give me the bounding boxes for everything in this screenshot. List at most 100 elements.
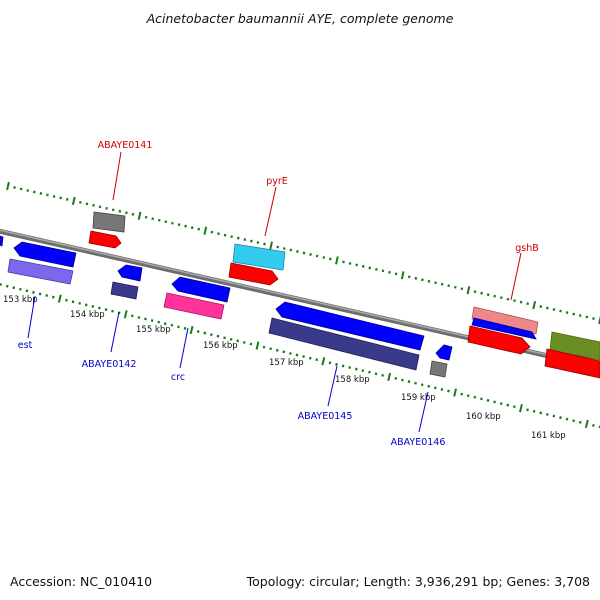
inner-minor-tick <box>19 287 22 291</box>
outer-minor-tick <box>375 267 378 271</box>
outer-major-tick <box>598 315 600 325</box>
inner-minor-tick <box>526 408 529 412</box>
inner-minor-tick <box>565 417 569 421</box>
inner-minor-tick <box>98 306 101 310</box>
outer-minor-tick <box>407 275 411 279</box>
inner-minor-tick <box>38 292 42 296</box>
outer-minor-tick <box>368 266 372 270</box>
outer-major-tick <box>335 256 339 265</box>
inner-minor-tick <box>381 373 384 377</box>
inner-minor-tick <box>335 362 338 366</box>
inner-minor-tick <box>25 289 29 293</box>
cog-feature-abaye0141[interactable] <box>92 211 126 233</box>
outer-minor-tick <box>500 296 503 300</box>
outer-minor-tick <box>342 260 345 264</box>
tick-label-159: 159 kbp <box>401 393 436 403</box>
cds-arrow-abaye0142[interactable] <box>117 264 143 282</box>
inner-minor-tick <box>295 353 299 357</box>
cog-feature-abaye0146[interactable] <box>429 360 448 378</box>
outer-minor-tick <box>565 311 569 314</box>
outer-minor-tick <box>19 187 23 191</box>
map-title: Acinetobacter baumannii AYE, complete ge… <box>146 11 454 26</box>
cds-arrow-crc[interactable] <box>171 276 231 303</box>
inner-minor-tick <box>78 301 81 305</box>
tick-label-161: 161 kbp <box>531 431 566 441</box>
outer-minor-tick <box>157 218 161 222</box>
outer-minor-tick <box>394 272 398 276</box>
outer-minor-tick <box>328 257 332 261</box>
gene-label-abaye0142[interactable]: ABAYE0142 <box>82 359 137 370</box>
outer-minor-tick <box>223 233 227 237</box>
inner-minor-tick <box>45 294 49 297</box>
tick-label-160: 160 kbp <box>466 412 501 422</box>
inner-minor-tick <box>157 320 161 324</box>
outer-minor-tick <box>118 209 122 213</box>
outer-minor-tick <box>322 256 326 259</box>
cds-arrow-left-edge[interactable] <box>0 235 4 247</box>
outer-minor-tick <box>190 226 194 230</box>
leader-abaye0145 <box>327 365 338 407</box>
outer-minor-tick <box>552 308 556 311</box>
inner-minor-tick <box>289 352 292 355</box>
inner-minor-tick <box>71 300 75 304</box>
gene-label-abaye0145[interactable]: ABAYE0145 <box>298 411 353 422</box>
leader-crc <box>179 327 189 369</box>
inner-major-tick <box>255 341 260 350</box>
outer-minor-tick <box>315 254 319 258</box>
cog-feature-olive[interactable] <box>549 331 600 361</box>
cds-arrow-pyre[interactable] <box>228 262 279 286</box>
outer-minor-tick <box>473 290 477 294</box>
outer-major-tick <box>137 211 142 220</box>
cds-arrow-abaye0141[interactable] <box>88 230 122 249</box>
inner-minor-tick <box>480 397 483 401</box>
tick-label-158: 158 kbp <box>335 375 370 385</box>
inner-minor-tick <box>223 336 226 340</box>
inner-major-tick <box>189 325 194 335</box>
outer-minor-tick <box>105 206 108 210</box>
outer-major-tick <box>532 300 537 310</box>
outer-minor-tick <box>59 196 62 200</box>
leader-abaye0142 <box>110 311 120 353</box>
gene-label-gshb[interactable]: gshB <box>515 243 539 254</box>
inner-minor-tick <box>236 339 240 343</box>
outer-minor-tick <box>513 299 516 303</box>
cds-arrow-right-edge[interactable] <box>544 348 600 379</box>
inner-minor-tick <box>572 419 575 423</box>
inner-minor-tick <box>104 308 108 312</box>
gene-label-est[interactable]: est <box>18 340 33 351</box>
inner-minor-tick <box>394 377 398 380</box>
inner-major-tick <box>453 388 457 397</box>
leader-est <box>27 295 36 339</box>
cog-feature-crc[interactable] <box>163 292 225 320</box>
cog-feature-abaye0145[interactable] <box>268 317 420 371</box>
gene-label-abaye0141[interactable]: ABAYE0141 <box>98 140 153 151</box>
gene-label-crc[interactable]: crc <box>171 372 185 383</box>
cog-feature-pyre[interactable] <box>232 243 286 271</box>
tick-label-157: 157 kbp <box>269 358 304 368</box>
gene-label-abaye0146[interactable]: ABAYE0146 <box>391 437 446 448</box>
cds-arrow-gshb[interactable] <box>467 325 531 355</box>
cog-feature-abaye0142[interactable] <box>110 281 139 300</box>
inner-minor-tick <box>552 414 556 418</box>
cds-arrow-abaye0145[interactable] <box>275 301 425 351</box>
inner-minor-tick <box>302 355 305 358</box>
cds-arrow-abaye0146[interactable] <box>435 344 453 361</box>
outer-minor-tick <box>52 195 56 198</box>
cds-arrow-gshb-blue[interactable] <box>471 317 537 340</box>
outer-minor-tick <box>13 186 16 189</box>
inner-minor-tick <box>414 381 417 385</box>
cog-feature-est[interactable] <box>7 258 74 285</box>
inner-minor-tick <box>269 347 272 351</box>
gene-label-pyre[interactable]: pyrE <box>266 176 288 187</box>
inner-minor-tick <box>137 316 141 319</box>
outer-minor-tick <box>348 262 352 265</box>
inner-minor-tick <box>539 411 543 415</box>
cog-feature-gshb[interactable] <box>471 306 539 335</box>
tick-label-156: 156 kbp <box>203 341 238 351</box>
cds-arrow-est[interactable] <box>13 241 77 268</box>
inner-minor-tick <box>420 383 424 387</box>
inner-minor-tick <box>407 380 411 384</box>
outer-minor-tick <box>592 317 595 320</box>
outer-minor-tick <box>243 238 247 242</box>
outer-minor-tick <box>250 239 253 243</box>
